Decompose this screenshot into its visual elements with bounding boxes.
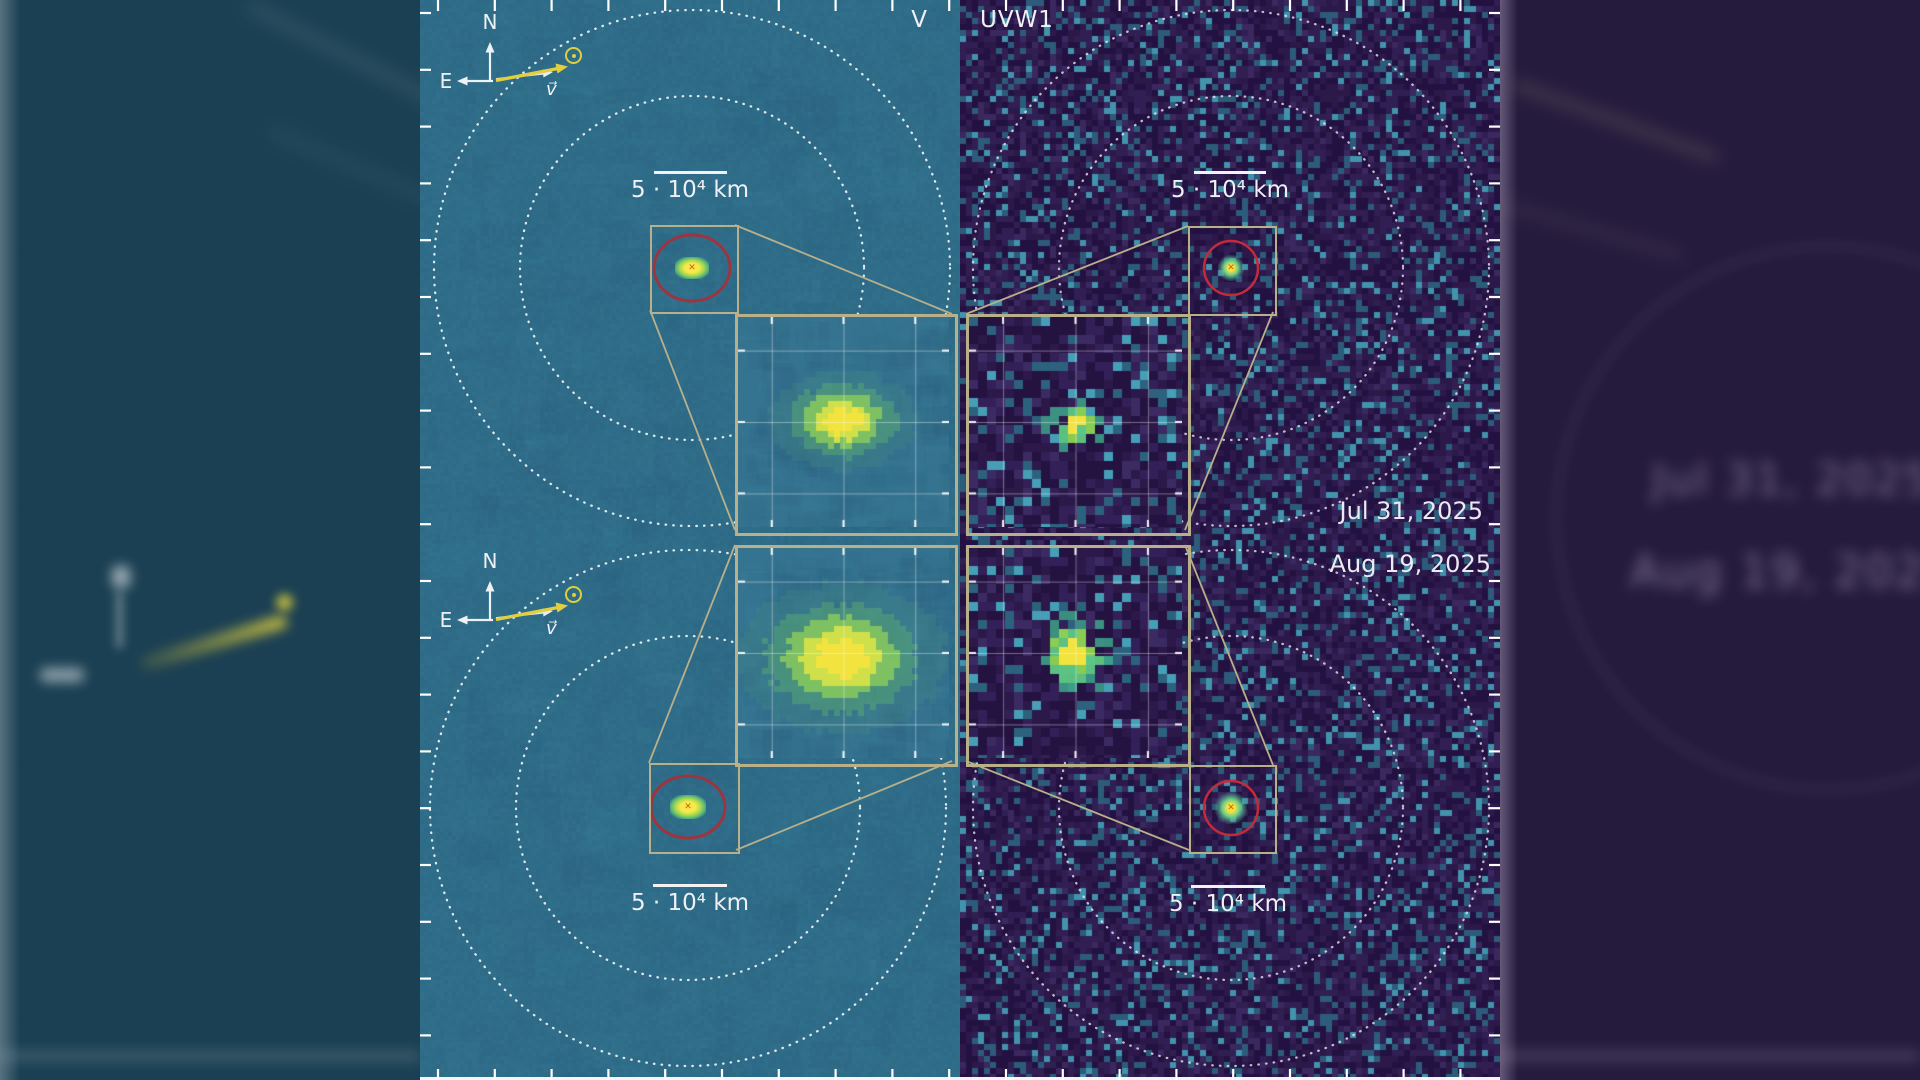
- comet-blob-v-aug19: [670, 795, 706, 819]
- inset-zoom-image-v-aug19: [738, 548, 949, 758]
- sun-direction-icon: [565, 586, 582, 603]
- filter-label-v: V: [911, 7, 927, 33]
- dotted-photometry-circle: [432, 8, 952, 528]
- inset-zoom-box-v-aug19: [735, 545, 958, 767]
- velocity-vector-label: v⃗: [546, 618, 557, 639]
- sun-dot: [571, 53, 576, 58]
- inset-zoom-box-uvw1-jul31: [966, 314, 1191, 536]
- dotted-photometry-circle: [1057, 634, 1405, 982]
- compass-north-label: N: [482, 549, 498, 573]
- blur-edge-glow: [0, 0, 20, 1080]
- blurred-backdrop-right: Jul 31, 2025 Aug 19, 2025: [1500, 0, 1920, 1080]
- blurred-compass-east-blob: [40, 668, 84, 682]
- date-label-jul31: Jul 31, 2025: [1339, 497, 1483, 525]
- comet-blob-v-jul31: [675, 257, 709, 279]
- comet-region-box-v-aug19: [649, 763, 740, 854]
- aperture-circle-uvw1-jul31: [1202, 239, 1260, 297]
- compass-north-label: N: [482, 10, 498, 34]
- comet-blob-uvw1-jul31: [1218, 255, 1244, 281]
- dotted-photometry-circle: [514, 634, 862, 982]
- blurred-frame-line: [1500, 1052, 1920, 1060]
- scale-bar-label: 5 · 10⁴ km: [1168, 890, 1288, 917]
- blurred-connector-streak: [1502, 202, 1683, 259]
- date-label-aug19: Aug 19, 2025: [1329, 550, 1491, 578]
- blurred-compass-line-blob: [117, 592, 122, 648]
- scale-bar-label: 5 · 10⁴ km: [630, 889, 750, 916]
- inset-zoom-box-uvw1-aug19: [966, 545, 1191, 767]
- compass-east-label: E: [439, 69, 453, 93]
- scale-bar-line: [653, 884, 727, 887]
- inset-zoom-image-v-jul31: [738, 317, 949, 527]
- velocity-vector-label: v⃗: [546, 79, 557, 100]
- blurred-circle-streak: [268, 128, 420, 214]
- dotted-photometry-circle: [428, 548, 948, 1068]
- scale-bar-line: [1191, 885, 1265, 888]
- inset-zoom-image-uvw1-aug19: [969, 548, 1182, 758]
- inset-connector-line: [734, 224, 953, 315]
- inset-connector-line: [649, 309, 736, 531]
- scale-bar-label: 5 · 10⁴ km: [630, 176, 750, 203]
- dotted-photometry-circle: [1057, 94, 1405, 442]
- frame-bottom-line: [420, 1077, 1500, 1080]
- blurred-sun-blob: [276, 594, 293, 611]
- compass-arrows-icon: [457, 42, 568, 86]
- blurred-date-top: Jul 31, 2025: [1652, 455, 1920, 505]
- dotted-photometry-circle: [518, 94, 866, 442]
- inset-connector-line: [648, 544, 736, 764]
- figure-annotation-overlay: [420, 0, 1500, 1080]
- aperture-circle-uvw1-aug19: [1202, 779, 1260, 837]
- x-marker-icon: ✕: [1227, 803, 1235, 813]
- dotted-photometry-circle: [971, 8, 1491, 528]
- blurred-circle-arc: [1555, 245, 1920, 791]
- x-marker-icon: ✕: [1227, 263, 1235, 273]
- scale-bar-v-aug19: 5 · 10⁴ km: [590, 884, 790, 916]
- blur-edge-glow: [1500, 0, 1518, 1080]
- compass-aug19: N E v⃗: [420, 539, 590, 649]
- blurred-backdrop-left: [0, 0, 420, 1080]
- sun-direction-icon: [565, 47, 582, 64]
- scale-bar-v-jul31: 5 · 10⁴ km: [590, 171, 790, 203]
- aperture-ellipse-v-jul31: [652, 233, 732, 303]
- x-marker-icon: ✕: [688, 263, 696, 273]
- v-filter-image-background: [420, 0, 960, 1080]
- comet-region-box-v-jul31: [650, 225, 739, 314]
- blurred-circle-streak: [246, 2, 420, 115]
- inset-connector-line: [965, 760, 1190, 851]
- uvw1-filter-image-background: [960, 0, 1500, 1080]
- blurred-velocity-arrow-blob: [139, 614, 289, 671]
- observation-image: ✕ ✕ ✕ ✕ N E v⃗: [420, 0, 1500, 1080]
- inset-connector-line: [1184, 311, 1274, 531]
- scale-bar-line: [653, 171, 727, 174]
- filter-label-uvw1: UVW1: [980, 7, 1054, 33]
- compass-east-label: E: [439, 608, 453, 632]
- comet-region-box-uvw1-jul31: [1188, 226, 1277, 316]
- inset-connector-line: [1184, 544, 1274, 766]
- inset-zoom-image-uvw1-jul31: [969, 317, 1182, 527]
- scale-bar-label: 5 · 10⁴ km: [1170, 176, 1290, 203]
- scale-bar-line: [1194, 171, 1266, 174]
- comet-blob-uvw1-aug19: [1215, 792, 1247, 824]
- blurred-frame-line: [0, 1052, 420, 1060]
- scale-bar-uvw1-jul31: 5 · 10⁴ km: [1130, 171, 1330, 203]
- x-marker-icon: ✕: [684, 802, 692, 812]
- inset-connector-line: [735, 760, 953, 851]
- blurred-connector-streak: [1513, 81, 1718, 161]
- comet-region-box-uvw1-aug19: [1189, 765, 1277, 854]
- compass-arrows-icon: [457, 581, 568, 625]
- scale-bar-uvw1-aug19: 5 · 10⁴ km: [1128, 885, 1328, 917]
- inset-zoom-box-v-jul31: [735, 314, 958, 536]
- sun-dot: [571, 592, 576, 597]
- inset-connector-line: [965, 225, 1189, 315]
- compass-jul31: N E v⃗: [420, 0, 590, 110]
- aperture-ellipse-v-aug19: [649, 774, 727, 840]
- blurred-compass-north-blob: [112, 566, 130, 588]
- blurred-date-bottom: Aug 19, 2025: [1630, 545, 1920, 598]
